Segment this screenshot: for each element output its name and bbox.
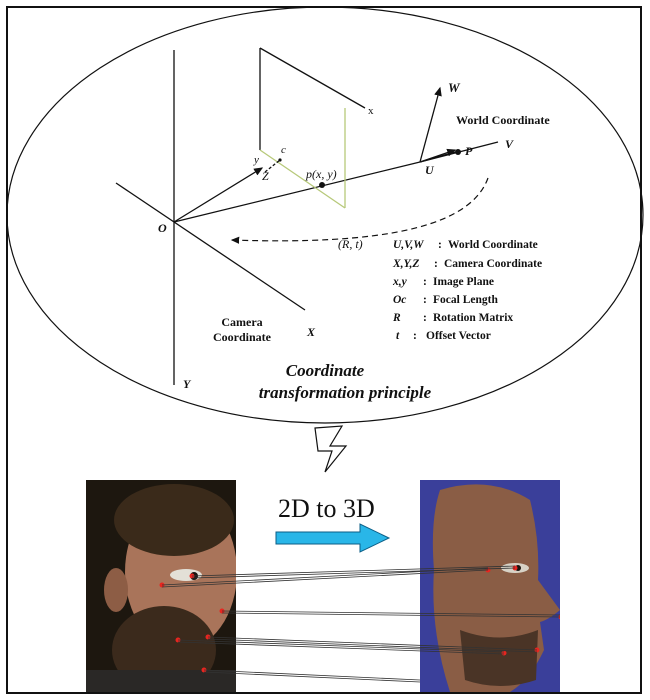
conversion-arrow-icon	[275, 523, 391, 553]
rt-label: (R, t)	[338, 237, 363, 251]
c-label: c	[281, 144, 286, 156]
world-point	[455, 149, 461, 155]
principal-point	[278, 158, 282, 162]
legend-sym: Oc	[393, 294, 406, 306]
legend-sym: t	[396, 330, 400, 342]
legend-sym: U,V,W	[393, 239, 424, 251]
y-camera-label: Y	[183, 377, 192, 391]
legend-sym: R	[392, 312, 401, 324]
face-3d-model	[420, 480, 560, 692]
z-axis-arrow	[173, 167, 264, 223]
v-label: V	[505, 137, 514, 151]
diagram-ellipse	[6, 6, 644, 424]
legend-desc: World Coordinate	[448, 239, 538, 251]
image-plane	[259, 47, 366, 209]
legend: U,V,W : World Coordinate X,Y,Z : Camera …	[392, 239, 542, 342]
legend-sep: :	[423, 294, 427, 306]
x-camera-label: X	[306, 325, 316, 339]
transform-arc	[230, 177, 489, 244]
world-coordinate-label: World Coordinate	[456, 113, 550, 127]
legend-sep: :	[423, 312, 427, 324]
optical-ray	[173, 161, 421, 223]
x-image-label: x	[368, 105, 374, 117]
p-image-label: p(x, y)	[305, 167, 337, 181]
z-label: Z	[262, 169, 269, 183]
camera-label-line1: Camera	[221, 315, 262, 329]
camera-label-line2: Coordinate	[213, 330, 272, 344]
legend-sym: x,y	[392, 276, 408, 288]
title-line2: transformation principle	[259, 383, 432, 402]
u-label: U	[425, 163, 435, 177]
camera-axes	[115, 50, 456, 385]
conversion-label: 2D to 3D	[278, 494, 375, 523]
legend-desc: Rotation Matrix	[433, 312, 513, 324]
legend-desc: Camera Coordinate	[444, 258, 542, 270]
image-point	[319, 182, 325, 188]
legend-sym: X,Y,Z	[392, 258, 419, 270]
x-axis-line	[115, 182, 306, 311]
w-label: W	[448, 80, 461, 95]
lightning-bolt-icon	[314, 425, 348, 473]
legend-sep: :	[423, 276, 427, 288]
legend-desc: Focal Length	[433, 294, 498, 306]
p-world-label: P	[465, 144, 473, 158]
legend-sep: :	[434, 258, 438, 270]
origin-label: O	[158, 221, 167, 235]
title-line1: Coordinate	[286, 361, 365, 380]
legend-desc: Offset Vector	[426, 330, 491, 342]
legend-sep: :	[413, 330, 417, 342]
face-2d-image	[86, 480, 236, 692]
legend-desc: Image Plane	[433, 276, 494, 288]
legend-sep: :	[438, 239, 442, 251]
y-image-label: y	[253, 154, 259, 166]
